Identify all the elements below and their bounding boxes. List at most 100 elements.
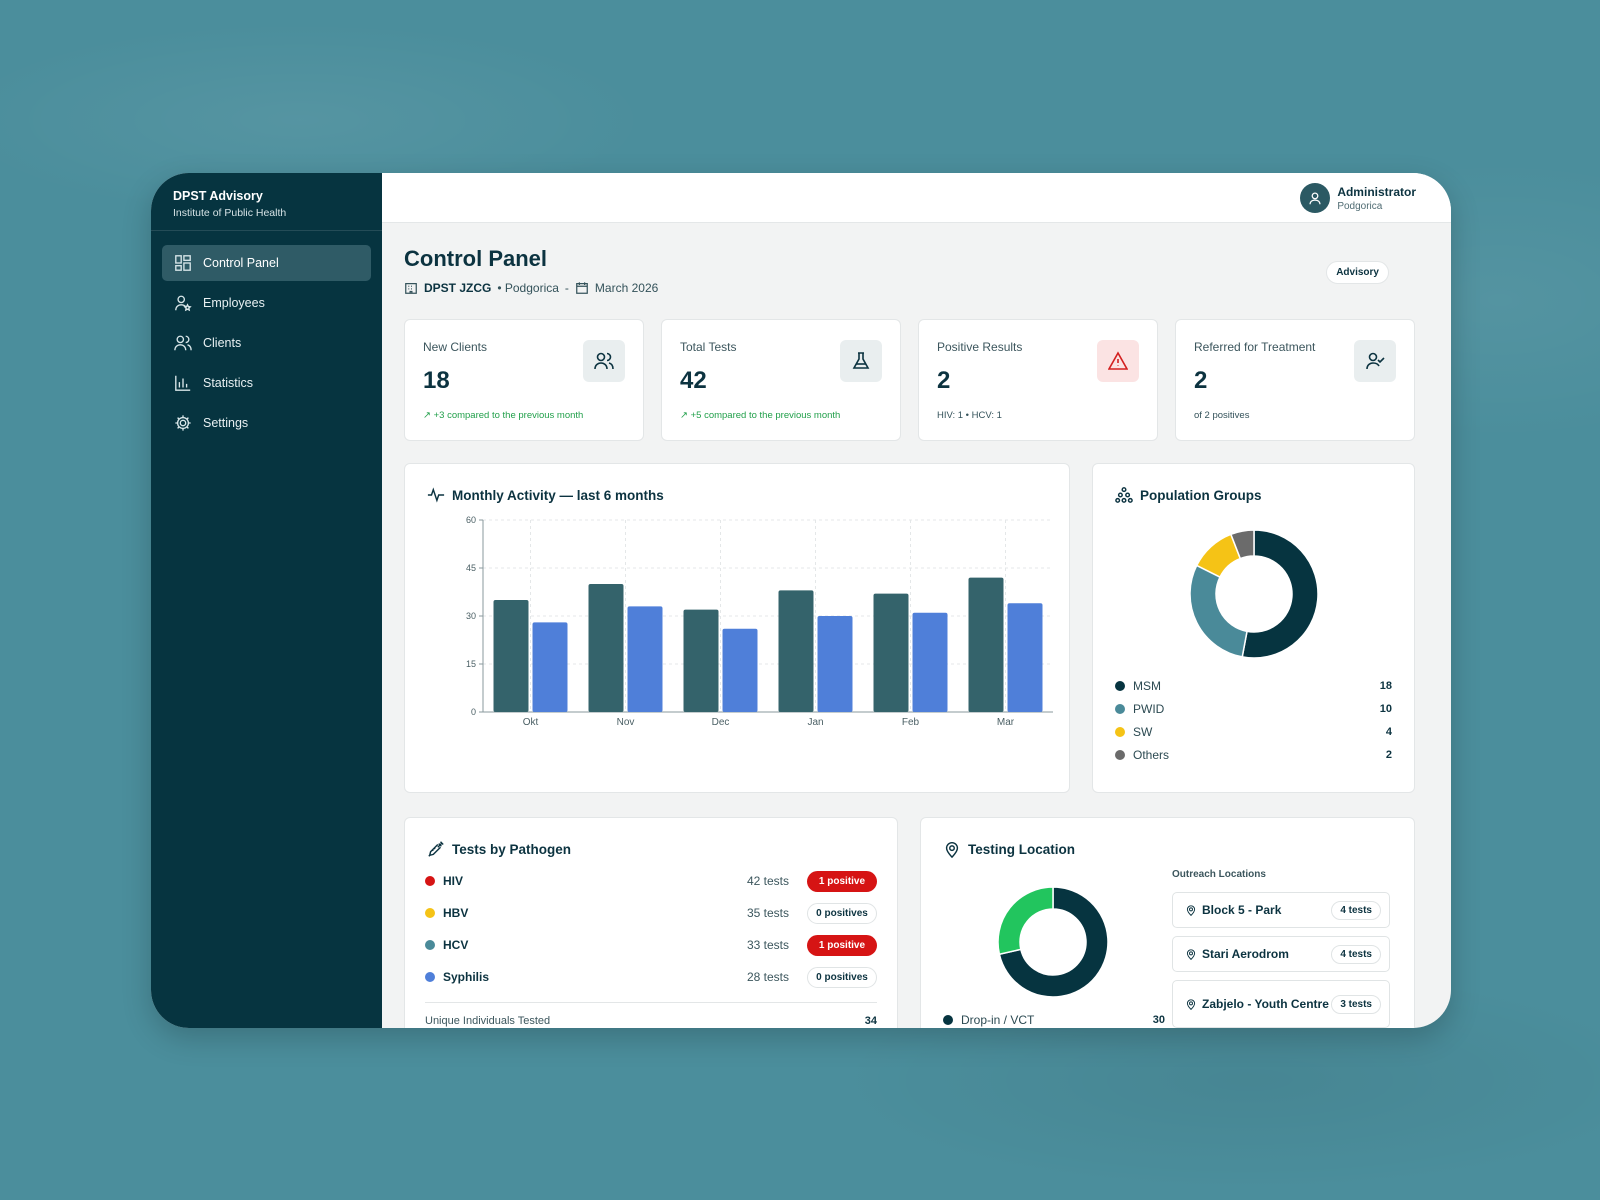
y-tick-label: 0: [471, 707, 476, 717]
pathogen-row: HCV 33 tests 1 positive: [425, 934, 877, 956]
kpi-icon-box: [840, 340, 882, 382]
bar[interactable]: [627, 606, 663, 712]
y-tick-label: 60: [466, 515, 476, 525]
x-tick-label: Mar: [997, 717, 1015, 728]
sidebar-item-employees[interactable]: Employees: [162, 285, 371, 321]
y-tick-label: 45: [466, 563, 476, 573]
population-icon: [1115, 487, 1133, 503]
kpi-value: 2: [937, 367, 951, 394]
bar[interactable]: [588, 584, 624, 712]
legend-dot: [1115, 727, 1125, 737]
bar[interactable]: [873, 593, 909, 712]
sidebar-item-clients[interactable]: Clients: [162, 325, 371, 361]
kpi-icon-box: [1097, 340, 1139, 382]
card-title: Population Groups: [1115, 486, 1262, 504]
building-icon: [405, 283, 417, 294]
positive-badge: 1 positive: [807, 870, 877, 892]
sidebar-item-label: Control Panel: [203, 256, 279, 270]
user-menu[interactable]: Administrator Podgorica: [1300, 183, 1416, 213]
sidebar-item-label: Clients: [203, 336, 242, 350]
tests-by-pathogen-card: Tests by Pathogen HIV 42 tests 1 positive …: [404, 817, 898, 1028]
main-content: Control Panel DPST JZCG • Podgorica - Ma…: [382, 223, 1451, 1028]
pathogen-row: HIV 42 tests 1 positive: [425, 870, 877, 892]
population-groups-card: Population Groups MSM 18 PWID 10 SW 4 Other…: [1092, 463, 1415, 793]
unique-individuals-row: Unique Individuals Tested 34: [425, 1015, 877, 1027]
y-tick-label: 30: [466, 611, 476, 621]
pathogen-dot: [425, 908, 435, 918]
bar[interactable]: [1007, 603, 1043, 712]
role-badge: Advisory: [1326, 261, 1389, 284]
outreach-location-item[interactable]: Zabjelo - Youth Centre 3 tests: [1172, 980, 1390, 1028]
app-window: DPST Advisory Institute of Public Health…: [151, 173, 1451, 1028]
card-title: Monthly Activity — last 6 months: [427, 486, 664, 504]
legend-item: PWID 10: [1115, 699, 1392, 719]
donut-slice[interactable]: [1241, 529, 1319, 659]
warning-icon: [1108, 351, 1128, 370]
x-tick-label: Dec: [712, 717, 730, 728]
page-meta: DPST JZCG • Podgorica - March 2026: [404, 281, 658, 295]
user-city: Podgorica: [1337, 200, 1383, 212]
bar[interactable]: [778, 590, 814, 712]
outreach-location-item[interactable]: Block 5 - Park 4 tests: [1172, 892, 1390, 928]
pathogen-row: HBV 35 tests 0 positives: [425, 902, 877, 924]
org-city: • Podgorica: [497, 281, 559, 295]
sidebar-item-statistics[interactable]: Statistics: [162, 365, 371, 401]
kpi-label: Total Tests: [680, 340, 737, 354]
legend-item: Drop-in / VCT 30: [943, 1010, 1165, 1028]
x-tick-label: Feb: [902, 717, 920, 728]
user-icon: [1309, 192, 1321, 205]
user-check-icon: [1366, 352, 1385, 370]
bar[interactable]: [683, 609, 719, 712]
kpi-card-total-tests: Total Tests 42 ↗ +5 compared to the prev…: [661, 319, 901, 441]
legend-dot: [1115, 704, 1125, 714]
kpi-icon-box: [1354, 340, 1396, 382]
sidebar-item-settings[interactable]: Settings: [162, 405, 371, 441]
bar[interactable]: [968, 577, 1004, 712]
meta-separator: -: [564, 281, 569, 295]
testing-location-card: Testing Location Drop-in / VCT 30 Outreac…: [920, 817, 1415, 1028]
kpi-label: Referred for Treatment: [1194, 340, 1316, 354]
sidebar-item-control-panel[interactable]: Control Panel: [162, 245, 371, 281]
card-title: Tests by Pathogen: [427, 840, 571, 858]
syringe-icon: [428, 841, 444, 857]
legend-dot: [943, 1015, 953, 1025]
bar[interactable]: [532, 622, 568, 712]
bar[interactable]: [722, 628, 758, 712]
positive-badge: 1 positive: [807, 934, 877, 956]
kpi-value: 18: [423, 367, 450, 394]
kpi-sub: HIV: 1 • HCV: 1: [937, 410, 1002, 421]
card-title: Testing Location: [943, 840, 1075, 858]
location-pin-icon: [1186, 999, 1196, 1010]
divider: [425, 1002, 877, 1003]
donut-slice[interactable]: [998, 886, 1109, 998]
org-name: DPST JZCG: [424, 281, 492, 295]
gear-icon: [175, 415, 191, 431]
trend-up-icon: ↗: [423, 410, 434, 421]
kpi-card-positive-results: Positive Results 2 HIV: 1 • HCV: 1: [918, 319, 1158, 441]
kpi-trend: ↗ +5 compared to the previous month: [680, 410, 841, 421]
bar[interactable]: [817, 616, 853, 712]
donut-slice[interactable]: [1229, 529, 1255, 560]
legend-dot: [1115, 681, 1125, 691]
bar[interactable]: [912, 612, 948, 712]
donut-slice[interactable]: [997, 886, 1054, 956]
x-tick-label: Jan: [807, 717, 823, 728]
donut-slice[interactable]: [1189, 564, 1248, 658]
user-star-icon: [175, 295, 192, 312]
test-count-badge: 3 tests: [1331, 994, 1381, 1014]
x-tick-label: Nov: [617, 717, 635, 728]
test-count-badge: 4 tests: [1331, 944, 1381, 964]
outreach-location-item[interactable]: Stari Aerodrom 4 tests: [1172, 936, 1390, 972]
legend-item: SW 4: [1115, 722, 1392, 742]
y-tick-label: 15: [466, 659, 476, 669]
top-bar: Administrator Podgorica: [382, 173, 1451, 223]
testing-location-donut: [997, 886, 1109, 998]
trend-up-icon: ↗: [680, 410, 691, 421]
x-tick-label: Okt: [523, 717, 539, 728]
sidebar-item-label: Settings: [203, 416, 249, 430]
bar[interactable]: [493, 600, 529, 712]
kpi-card-referred: Referred for Treatment 2 of 2 positives: [1175, 319, 1415, 441]
flask-icon: [852, 352, 870, 369]
kpi-value: 2: [1194, 367, 1208, 394]
grid-icon: [175, 255, 191, 271]
